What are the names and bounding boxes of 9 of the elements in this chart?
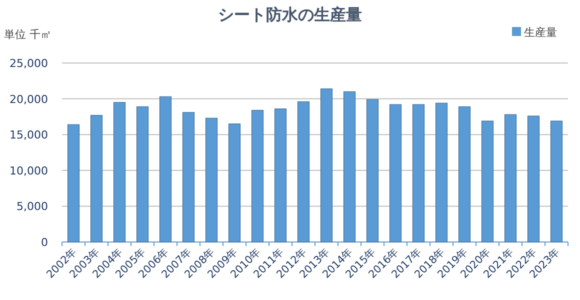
y-tick-label: 20,000	[10, 92, 48, 106]
y-tick-label: 0	[41, 236, 48, 249]
legend-label: 生産量	[524, 26, 557, 39]
y-tick-label: 15,000	[10, 128, 48, 142]
y-tick-label: 5,000	[16, 200, 48, 214]
y-tick-label: 25,000	[10, 57, 48, 70]
y-axis-title: 単位 千㎡	[4, 28, 52, 41]
chart-title: シート防水の生産量	[218, 5, 362, 24]
y-tick-label: 10,000	[10, 164, 48, 178]
